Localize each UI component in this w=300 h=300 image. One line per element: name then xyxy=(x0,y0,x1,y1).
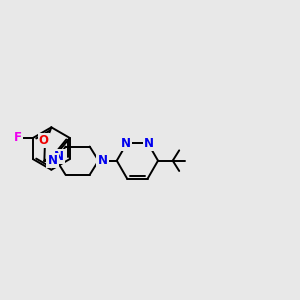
Text: N: N xyxy=(121,137,131,150)
Text: N: N xyxy=(144,137,154,150)
Text: N: N xyxy=(54,150,64,163)
Text: O: O xyxy=(39,134,49,147)
Text: N: N xyxy=(121,137,131,150)
Text: F: F xyxy=(14,131,21,144)
Text: N: N xyxy=(48,154,58,167)
Text: F: F xyxy=(14,131,21,144)
Text: O: O xyxy=(39,134,49,147)
Text: N: N xyxy=(98,154,108,167)
Text: N: N xyxy=(54,150,64,163)
Text: N: N xyxy=(144,137,154,150)
Text: N: N xyxy=(98,154,108,167)
Text: N: N xyxy=(48,154,58,167)
